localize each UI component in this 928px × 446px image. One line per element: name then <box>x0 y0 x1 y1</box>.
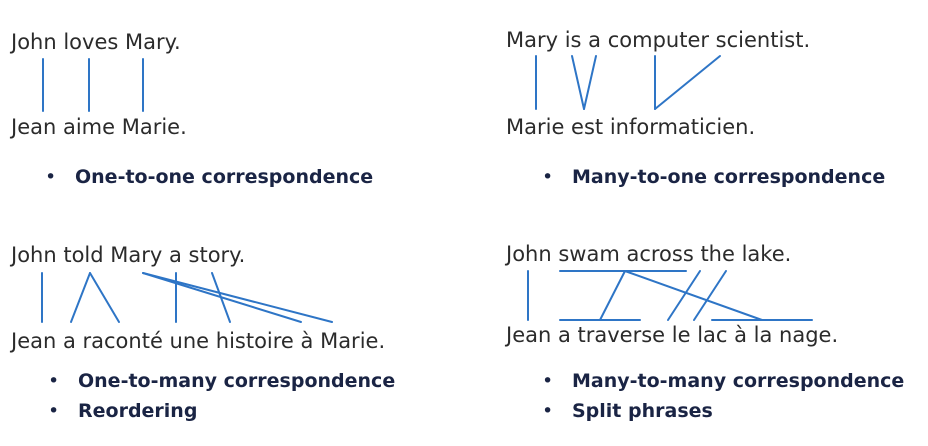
alignment-link <box>142 272 333 323</box>
one-to-many-label: One-to-many correspondence <box>78 370 396 392</box>
alignment-link <box>667 270 701 321</box>
many-to-many-source-sentence: John swam across the lake. <box>506 242 792 266</box>
alignment-link <box>624 270 763 321</box>
split-phrases-bullet: • Split phrases <box>542 399 713 423</box>
bullet-glyph: • <box>48 400 60 422</box>
bullet-glyph: • <box>542 166 554 188</box>
one-to-one-label: One-to-one correspondence <box>75 166 374 188</box>
alignment-link <box>70 272 91 323</box>
reordering-label: Reordering <box>78 400 198 422</box>
one-to-many-target-sentence: Jean a raconté une histoire à Marie. <box>11 329 386 353</box>
alignment-link <box>89 272 120 323</box>
one-to-one-bullet: • One-to-one correspondence <box>45 165 373 189</box>
alignment-link <box>571 55 585 110</box>
alignment-link <box>599 270 626 321</box>
bullet-glyph: • <box>48 370 60 392</box>
bullet-glyph: • <box>542 370 554 392</box>
split-phrases-label: Split phrases <box>572 400 713 422</box>
alignment-link <box>211 272 231 323</box>
alignment-link <box>693 270 727 321</box>
bullet-glyph: • <box>542 400 554 422</box>
many-to-many-target-sentence: Jean a traverse le lac à la nage. <box>506 323 839 347</box>
many-to-one-bullet: • Many-to-one correspondence <box>542 165 885 189</box>
one-to-one-source-sentence: John loves Mary. <box>11 30 181 54</box>
many-to-one-source-sentence: Mary is a computer scientist. <box>506 28 811 52</box>
many-to-one-label: Many-to-one correspondence <box>572 166 886 188</box>
one-to-many-bullet: • One-to-many correspondence <box>48 369 395 393</box>
one-to-many-source-sentence: John told Mary a story. <box>11 243 246 267</box>
reordering-bullet: • Reordering <box>48 399 197 423</box>
many-to-many-bullet: • Many-to-many correspondence <box>542 369 904 393</box>
one-to-one-target-sentence: Jean aime Marie. <box>11 115 187 139</box>
many-to-many-label: Many-to-many correspondence <box>572 370 905 392</box>
many-to-one-target-sentence: Marie est informaticien. <box>506 115 756 139</box>
bullet-glyph: • <box>45 166 57 188</box>
alignment-link <box>654 55 721 110</box>
alignment-link <box>583 55 597 110</box>
